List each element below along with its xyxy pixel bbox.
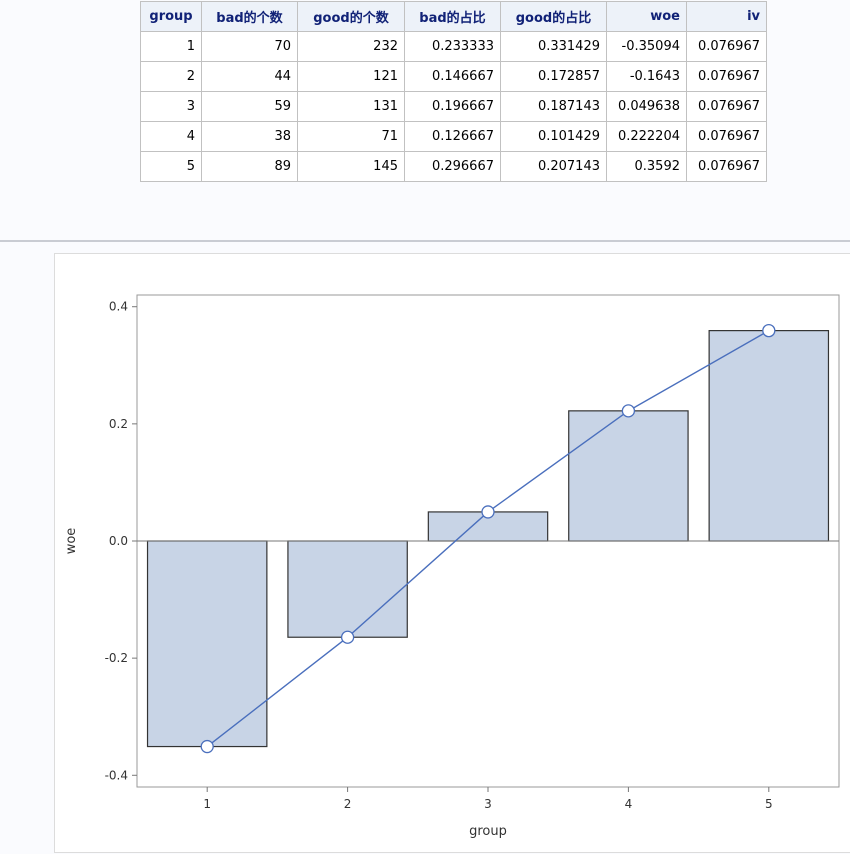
table-cell: 4 xyxy=(140,121,202,152)
table-cell: 44 xyxy=(201,61,298,92)
y-tick-label: 0.0 xyxy=(109,534,128,548)
table-cell: 70 xyxy=(201,31,298,62)
table-cell: 0.331429 xyxy=(500,31,607,62)
y-axis-label: woe xyxy=(64,528,79,555)
table-cell: 145 xyxy=(297,151,405,182)
table-cell: 3 xyxy=(140,91,202,122)
table-cell: 2 xyxy=(140,61,202,92)
table-row: 5 89 145 0.296667 0.207143 0.3592 0.0769… xyxy=(140,151,767,182)
column-header-bad-ratio: bad的占比 xyxy=(404,1,501,32)
y-tick-label: 0.4 xyxy=(109,300,128,314)
table-cell: 0.076967 xyxy=(686,91,767,122)
table-cell: 0.126667 xyxy=(404,121,501,152)
table-row: 3 59 131 0.196667 0.187143 0.049638 0.07… xyxy=(140,91,767,122)
graph-frame: -0.4 -0.2 0.0 0.2 0.4 1 2 3 4 5 woe group xyxy=(54,253,850,853)
y-tick-label: -0.2 xyxy=(105,651,128,665)
table-cell: 131 xyxy=(297,91,405,122)
woe-table: group bad的个数 good的个数 bad的占比 good的占比 woe … xyxy=(140,1,767,182)
table-cell: 0.187143 xyxy=(500,91,607,122)
x-axis-label: group xyxy=(469,824,507,839)
table-cell: -0.1643 xyxy=(606,61,687,92)
x-tick-label: 5 xyxy=(765,797,773,811)
table-cell: 59 xyxy=(201,91,298,122)
column-header-woe: woe xyxy=(606,1,687,32)
table-cell: 0.076967 xyxy=(686,61,767,92)
table-cell: 0.076967 xyxy=(686,151,767,182)
woe-chart: -0.4 -0.2 0.0 0.2 0.4 1 2 3 4 5 woe group xyxy=(64,294,840,839)
column-header-group: group xyxy=(140,1,202,32)
table-cell: 0.233333 xyxy=(404,31,501,62)
table-cell: 0.146667 xyxy=(404,61,501,92)
x-tick-label: 4 xyxy=(625,797,633,811)
table-cell: 1 xyxy=(140,31,202,62)
table-cell: 0.076967 xyxy=(686,121,767,152)
bar xyxy=(287,540,408,638)
x-tick-label: 3 xyxy=(484,797,492,811)
pane-divider xyxy=(0,240,850,242)
table-cell: 89 xyxy=(201,151,298,182)
table-row: 2 44 121 0.146667 0.172857 -0.1643 0.076… xyxy=(140,61,767,92)
y-tick-label: -0.4 xyxy=(105,768,128,782)
bar-series xyxy=(146,330,830,748)
table-cell: 0.207143 xyxy=(500,151,607,182)
bar xyxy=(146,540,268,748)
table-output-pane: group bad的个数 good的个数 bad的占比 good的占比 woe … xyxy=(0,0,850,240)
table-cell: 0.296667 xyxy=(404,151,501,182)
table-cell: 121 xyxy=(297,61,405,92)
column-header-iv: iv xyxy=(686,1,767,32)
table-cell: 0.049638 xyxy=(606,91,687,122)
table-cell: 0.172857 xyxy=(500,61,607,92)
column-header-bad-count: bad的个数 xyxy=(201,1,298,32)
data-point xyxy=(762,323,776,338)
x-tick-label: 2 xyxy=(344,797,352,811)
data-point xyxy=(340,630,355,644)
table-row: 4 38 71 0.126667 0.101429 0.222204 0.076… xyxy=(140,121,767,152)
table-header-row: group bad的个数 good的个数 bad的占比 good的占比 woe … xyxy=(140,1,767,32)
table-cell: 0.101429 xyxy=(500,121,607,152)
column-header-good-ratio: good的占比 xyxy=(500,1,607,32)
bar xyxy=(708,330,830,542)
data-point xyxy=(200,739,214,754)
bar xyxy=(568,410,689,542)
woe-markers xyxy=(200,323,776,754)
table-cell: -0.35094 xyxy=(606,31,687,62)
data-point xyxy=(481,505,495,519)
data-point xyxy=(621,404,636,418)
x-tick-label: 1 xyxy=(203,797,211,811)
table-cell: 0.196667 xyxy=(404,91,501,122)
table-cell: 0.222204 xyxy=(606,121,687,152)
table-cell: 232 xyxy=(297,31,405,62)
table-cell: 0.076967 xyxy=(686,31,767,62)
table-cell: 5 xyxy=(140,151,202,182)
table-cell: 38 xyxy=(201,121,298,152)
table-cell: 71 xyxy=(297,121,405,152)
axis-ticks: -0.4 -0.2 0.0 0.2 0.4 1 2 3 4 5 xyxy=(105,300,773,811)
column-header-good-count: good的个数 xyxy=(297,1,405,32)
table-cell: 0.3592 xyxy=(606,151,687,182)
y-tick-label: 0.2 xyxy=(109,417,128,431)
table-row: 1 70 232 0.233333 0.331429 -0.35094 0.07… xyxy=(140,31,767,62)
